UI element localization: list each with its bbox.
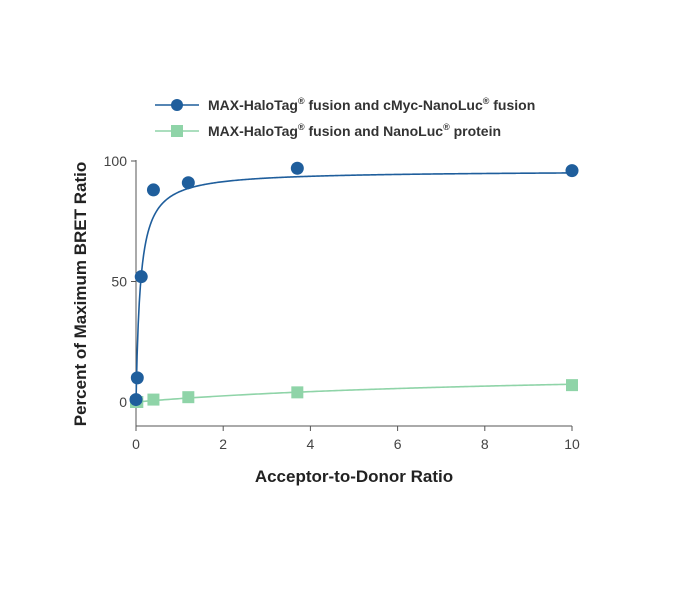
legend-label-series-1: MAX-HaloTag® fusion and cMyc-NanoLuc® fu… [208, 96, 535, 113]
data-point-series-1 [290, 161, 304, 175]
x-ticks: 0 2 4 6 8 10 [132, 426, 580, 452]
data-point-series-1 [565, 164, 579, 178]
plot-area [129, 161, 579, 408]
data-point-series-1 [130, 371, 144, 385]
legend-entry-series-2: MAX-HaloTag® fusion and NanoLuc® protein [155, 122, 501, 139]
y-axis-title: Percent of Maximum BRET Ratio [71, 162, 90, 427]
data-point-series-1 [134, 270, 148, 284]
legend: MAX-HaloTag® fusion and cMyc-NanoLuc® fu… [155, 96, 535, 139]
x-tick-label: 10 [564, 436, 580, 452]
legend-entry-series-1: MAX-HaloTag® fusion and cMyc-NanoLuc® fu… [155, 96, 535, 113]
x-tick-label: 0 [132, 436, 140, 452]
y-tick-label: 50 [111, 274, 127, 290]
legend-marker-series-2 [171, 125, 183, 137]
data-point-series-1 [146, 183, 160, 197]
y-ticks: 0 50 100 [104, 153, 136, 410]
data-point-series-2 [291, 386, 304, 399]
data-point-series-1 [129, 393, 143, 407]
x-tick-label: 2 [219, 436, 227, 452]
fit-line-series-1 [135, 172, 573, 403]
y-tick-label: 0 [119, 394, 127, 410]
y-tick-label: 100 [104, 153, 128, 169]
data-point-series-2 [147, 393, 160, 406]
x-tick-label: 4 [307, 436, 315, 452]
data-point-series-2 [182, 391, 195, 404]
x-tick-label: 8 [481, 436, 489, 452]
legend-label-series-2: MAX-HaloTag® fusion and NanoLuc® protein [208, 122, 501, 139]
fit-line-series-2 [135, 383, 573, 403]
legend-marker-series-1 [171, 99, 183, 111]
data-point-series-1 [181, 176, 195, 190]
data-point-series-2 [566, 379, 578, 392]
x-axis-title: Acceptor-to-Donor Ratio [255, 467, 453, 486]
x-tick-label: 6 [394, 436, 402, 452]
